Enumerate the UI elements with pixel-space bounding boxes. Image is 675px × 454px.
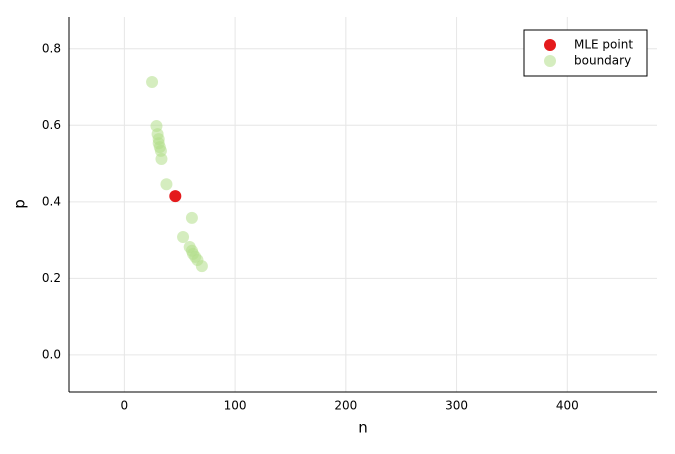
x-tick-label: 100 [224,399,247,413]
y-tick-label: 0.0 [42,347,61,361]
point [155,152,168,165]
legend-marker [544,39,556,51]
point [185,211,198,224]
point [160,178,173,191]
legend-marker [544,55,556,67]
y-tick-label: 0.4 [42,194,61,208]
legend-label: MLE point [574,38,633,52]
y-tick-label: 0.6 [42,118,61,132]
point [146,76,159,89]
x-tick-label: 400 [556,399,579,413]
y-axis-title: p [11,199,29,209]
x-tick-label: 300 [445,399,468,413]
x-tick-label: 200 [334,399,357,413]
point [177,231,190,244]
x-axis-title: n [358,419,368,437]
legend-box [523,29,648,77]
y-tick-label: 0.8 [42,41,61,55]
y-tick-label: 0.2 [42,271,61,285]
x-tick-label: 0 [121,399,129,413]
point [169,190,182,203]
point [195,260,208,273]
legend-label: boundary [574,54,631,68]
